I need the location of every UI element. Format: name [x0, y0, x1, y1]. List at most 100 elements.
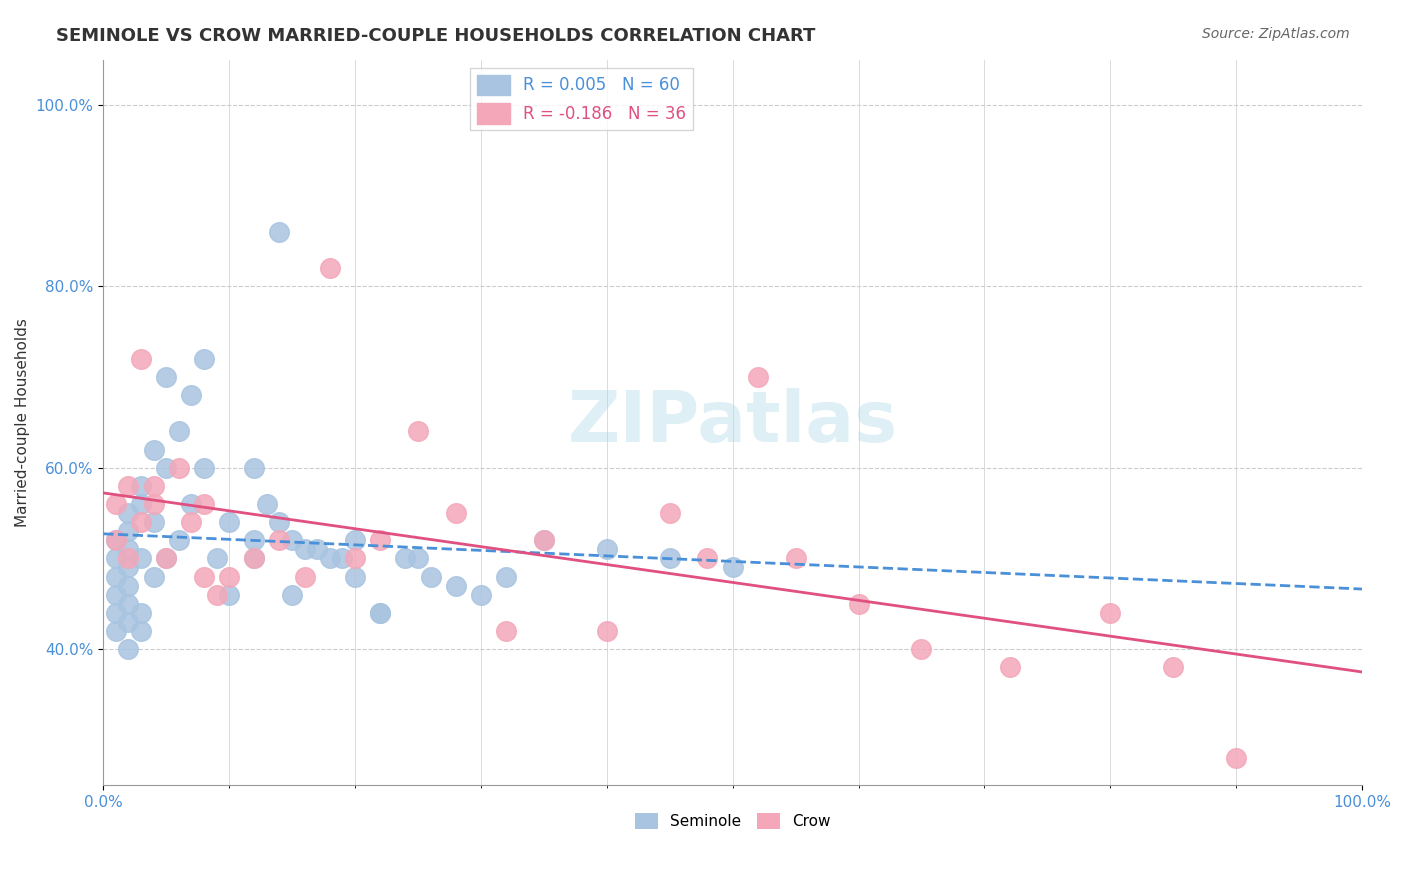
Point: [142, 497, 165, 511]
Point: [344, 551, 367, 566]
Point: [142, 442, 165, 457]
Point: [193, 351, 215, 366]
Point: [444, 578, 467, 592]
Point: [104, 497, 127, 511]
Point: [406, 425, 429, 439]
Point: [658, 551, 681, 566]
Point: [205, 551, 228, 566]
Point: [129, 497, 152, 511]
Point: [129, 606, 152, 620]
Point: [281, 533, 304, 548]
Point: [269, 225, 291, 239]
Point: [696, 551, 718, 566]
Point: [533, 533, 555, 548]
Point: [193, 569, 215, 583]
Point: [193, 497, 215, 511]
Point: [596, 542, 619, 557]
Point: [117, 524, 139, 538]
Point: [117, 642, 139, 657]
Point: [104, 533, 127, 548]
Point: [294, 542, 316, 557]
Legend: Seminole, Crow: Seminole, Crow: [628, 807, 837, 836]
Point: [117, 506, 139, 520]
Point: [269, 515, 291, 529]
Point: [998, 660, 1021, 674]
Point: [167, 425, 190, 439]
Point: [747, 370, 769, 384]
Point: [117, 597, 139, 611]
Point: [281, 588, 304, 602]
Point: [142, 479, 165, 493]
Point: [142, 569, 165, 583]
Point: [167, 533, 190, 548]
Point: [269, 533, 291, 548]
Point: [470, 588, 492, 602]
Point: [394, 551, 416, 566]
Point: [495, 569, 517, 583]
Text: ZIPatlas: ZIPatlas: [568, 388, 897, 457]
Point: [180, 497, 202, 511]
Point: [368, 606, 391, 620]
Point: [910, 642, 932, 657]
Point: [1099, 606, 1122, 620]
Point: [243, 533, 266, 548]
Point: [117, 542, 139, 557]
Point: [129, 351, 152, 366]
Point: [721, 560, 744, 574]
Point: [344, 533, 367, 548]
Point: [167, 460, 190, 475]
Point: [332, 551, 354, 566]
Point: [596, 624, 619, 638]
Point: [406, 551, 429, 566]
Point: [243, 460, 266, 475]
Point: [848, 597, 870, 611]
Point: [256, 497, 278, 511]
Point: [1225, 751, 1247, 765]
Point: [444, 506, 467, 520]
Point: [129, 515, 152, 529]
Point: [193, 460, 215, 475]
Text: Source: ZipAtlas.com: Source: ZipAtlas.com: [1202, 27, 1350, 41]
Point: [218, 515, 240, 529]
Point: [419, 569, 441, 583]
Point: [368, 606, 391, 620]
Point: [117, 578, 139, 592]
Point: [533, 533, 555, 548]
Point: [155, 460, 177, 475]
Point: [218, 588, 240, 602]
Point: [344, 569, 367, 583]
Point: [142, 515, 165, 529]
Point: [117, 615, 139, 629]
Point: [129, 624, 152, 638]
Point: [368, 533, 391, 548]
Y-axis label: Married-couple Households: Married-couple Households: [15, 318, 30, 527]
Point: [104, 551, 127, 566]
Point: [307, 542, 329, 557]
Point: [129, 479, 152, 493]
Point: [129, 551, 152, 566]
Point: [104, 606, 127, 620]
Point: [495, 624, 517, 638]
Point: [218, 569, 240, 583]
Point: [319, 261, 342, 276]
Point: [243, 551, 266, 566]
Point: [155, 551, 177, 566]
Point: [294, 569, 316, 583]
Point: [104, 569, 127, 583]
Point: [180, 388, 202, 402]
Point: [117, 551, 139, 566]
Point: [658, 506, 681, 520]
Point: [180, 515, 202, 529]
Point: [104, 533, 127, 548]
Point: [117, 560, 139, 574]
Text: SEMINOLE VS CROW MARRIED-COUPLE HOUSEHOLDS CORRELATION CHART: SEMINOLE VS CROW MARRIED-COUPLE HOUSEHOL…: [56, 27, 815, 45]
Point: [243, 551, 266, 566]
Point: [117, 479, 139, 493]
Point: [155, 370, 177, 384]
Point: [104, 588, 127, 602]
Point: [205, 588, 228, 602]
Point: [1161, 660, 1184, 674]
Point: [104, 624, 127, 638]
Point: [319, 551, 342, 566]
Point: [785, 551, 807, 566]
